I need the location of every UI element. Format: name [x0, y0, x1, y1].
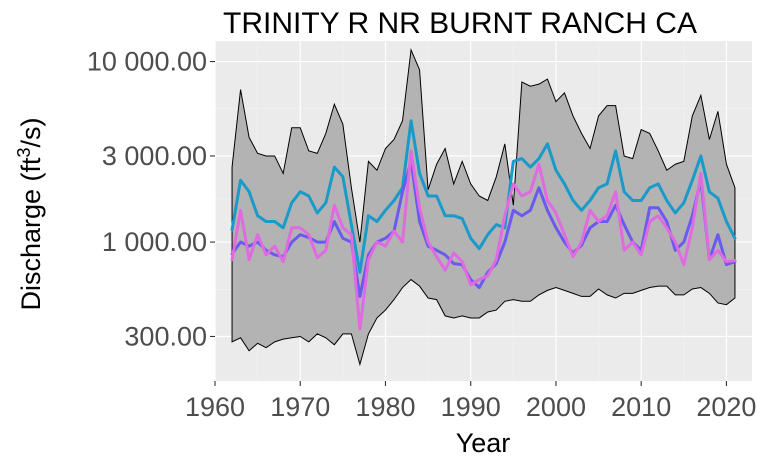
x-tick-label: 2000 [526, 392, 586, 422]
y-axis-title-unit: /s) [16, 117, 46, 147]
y-tick-label: 3 000.00 [102, 141, 207, 171]
x-tick-label: 2010 [611, 392, 671, 422]
y-axis: 300.00 1 000.00 3 000.00 10 000.00 [87, 47, 215, 351]
x-tick-label: 2020 [696, 392, 756, 422]
x-tick-label: 1970 [270, 392, 330, 422]
chart-title: TRINITY R NR BURNT RANCH CA [223, 7, 697, 40]
x-axis-title: Year [456, 428, 511, 458]
y-axis-title: Discharge (ft3/s) [14, 117, 46, 310]
y-tick-label: 1 000.00 [102, 227, 207, 257]
x-tick-label: 1960 [185, 392, 245, 422]
x-tick-label: 1990 [441, 392, 501, 422]
y-axis-title-exponent: 3 [14, 147, 34, 157]
series-line-1 [230, 119, 737, 274]
series-lines [230, 119, 737, 331]
y-axis-title-main: Discharge (ft [16, 157, 46, 311]
y-tick-label: 300.00 [124, 321, 207, 351]
series-line-2 [230, 159, 737, 298]
x-tick-label: 1980 [355, 392, 415, 422]
y-tick-label: 10 000.00 [87, 47, 207, 77]
x-axis: 1960 1970 1980 1990 2000 2010 2020 [185, 381, 756, 422]
series-line-3 [230, 149, 737, 331]
